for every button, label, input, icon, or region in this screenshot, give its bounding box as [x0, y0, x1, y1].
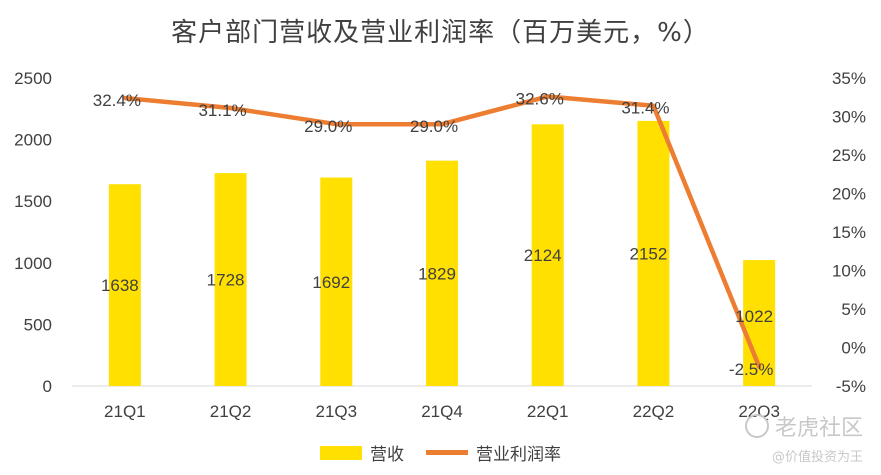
revenue-bar: [108, 184, 141, 386]
y-right-tick-label: -5%: [836, 377, 866, 396]
revenue-data-label: 2124: [524, 246, 562, 265]
margin-data-label: 32.6%: [516, 89, 564, 108]
y-right-tick-label: 0%: [841, 339, 866, 358]
y-left-tick-label: 2500: [14, 69, 52, 88]
chart-legend: 营收 营业利润率: [0, 440, 881, 465]
revenue-bar: [426, 160, 458, 386]
tiger-logo-icon: [744, 414, 769, 438]
y-left-tick-label: 500: [24, 315, 52, 334]
y-left-tick-label: 0: [43, 377, 52, 396]
x-tick-label: 21Q1: [104, 402, 146, 421]
revenue-data-label: 1728: [207, 271, 245, 290]
revenue-bar: [531, 124, 564, 387]
margin-data-label: 31.4%: [621, 99, 669, 118]
revenue-bar: [637, 120, 670, 386]
y-right-tick-label: 20%: [832, 185, 866, 204]
watermark-brand: 老虎社区: [744, 410, 863, 442]
revenue-data-label: 1829: [418, 264, 456, 283]
revenue-data-label: 1638: [101, 276, 139, 295]
margin-data-label: 32.4%: [93, 91, 141, 110]
revenue-bar: [214, 173, 247, 386]
y-left-tick-label: 1500: [14, 192, 52, 211]
margin-data-label: -2.5%: [729, 360, 773, 379]
y-right-tick-label: 35%: [832, 69, 866, 88]
legend-item-revenue: 营收: [320, 440, 404, 465]
margin-line: [122, 94, 762, 369]
x-tick-label: 21Q3: [315, 402, 357, 421]
legend-item-margin: 营业利润率: [426, 440, 561, 465]
y-right-tick-label: 10%: [832, 262, 866, 281]
margin-data-label: 29.0%: [410, 117, 458, 136]
y-right-tick-label: 30%: [832, 108, 866, 127]
x-tick-label: 21Q4: [421, 402, 463, 421]
revenue-data-label: 2152: [630, 244, 668, 263]
revenue-bar: [320, 177, 353, 386]
watermark-brand-text: 老虎社区: [774, 416, 863, 441]
legend-bar-swatch: [320, 445, 362, 460]
y-right-tick-label: 15%: [832, 223, 866, 242]
legend-label-margin: 营业利润率: [476, 445, 561, 465]
y-left-tick-label: 2000: [14, 131, 52, 150]
revenue-data-label: 1022: [735, 307, 773, 326]
y-left-tick-label: 1000: [14, 254, 52, 273]
watermark: 老虎社区 @价值投资为王: [744, 410, 863, 465]
y-right-tick-label: 5%: [841, 300, 866, 319]
legend-label-revenue: 营收: [370, 445, 404, 465]
x-tick-label: 21Q2: [210, 402, 252, 421]
watermark-author: @价值投资为王: [771, 450, 863, 465]
x-tick-label: 22Q2: [633, 402, 675, 421]
y-right-tick-label: 25%: [832, 146, 866, 165]
legend-line-swatch: [426, 450, 468, 455]
x-tick-label: 22Q1: [527, 402, 569, 421]
revenue-data-label: 1692: [312, 273, 350, 292]
chart-title: 客户部门营收及营业利润率（百万美元，%）: [171, 18, 710, 48]
margin-data-label: 31.1%: [198, 101, 246, 120]
margin-data-label: 29.0%: [304, 117, 352, 136]
